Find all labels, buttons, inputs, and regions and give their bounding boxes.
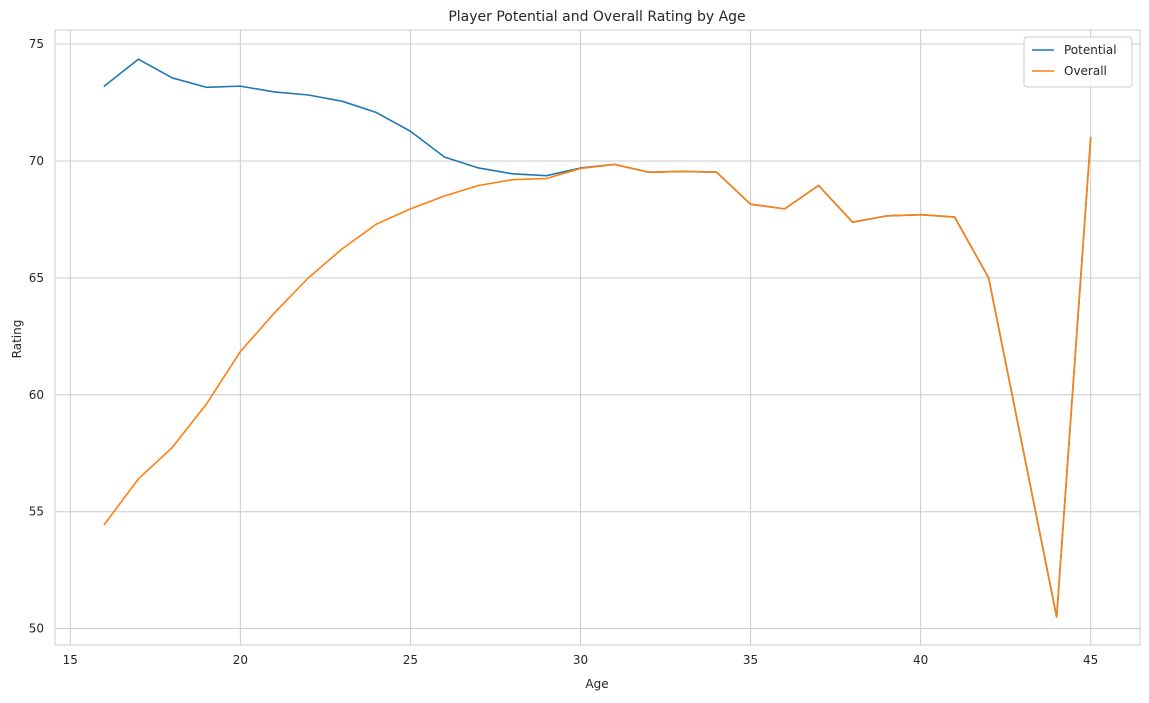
x-tick-label: 15 <box>63 653 78 667</box>
y-axis-title: Rating <box>10 320 24 359</box>
series-layer <box>103 58 1092 618</box>
legend-label-overall: Overall <box>1064 64 1107 78</box>
x-tick-label: 40 <box>913 653 928 667</box>
x-tick-label: 20 <box>233 653 248 667</box>
chart-title: Player Potential and Overall Rating by A… <box>448 9 745 25</box>
y-tick-label: 75 <box>29 37 44 51</box>
x-axis-title: Age <box>585 677 608 691</box>
legend: Potential Overall <box>1023 36 1133 88</box>
legend-label-potential: Potential <box>1064 43 1117 57</box>
x-tick-label: 30 <box>573 653 588 667</box>
y-tick-label: 70 <box>29 154 44 168</box>
plot-frame <box>54 29 1141 646</box>
x-tick-label: 45 <box>1083 653 1098 667</box>
y-tick-label: 60 <box>29 388 44 402</box>
tick-label-layer: 15 20 25 30 35 40 45 50 55 60 65 70 75 <box>29 37 1099 667</box>
x-tick-label: 35 <box>743 653 758 667</box>
series-line-overall <box>103 136 1092 618</box>
y-tick-label: 50 <box>29 622 44 636</box>
y-tick-label: 55 <box>29 505 44 519</box>
grid-layer <box>55 30 1140 645</box>
y-tick-label: 65 <box>29 271 44 285</box>
x-tick-label: 25 <box>403 653 418 667</box>
